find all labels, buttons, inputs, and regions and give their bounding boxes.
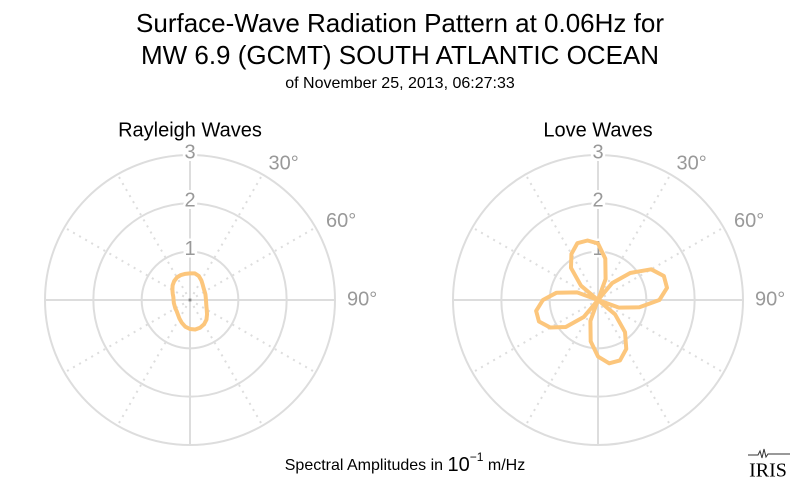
theta-tick-label: 90° bbox=[347, 288, 377, 310]
grid-circle bbox=[140, 250, 240, 350]
subtitle: of November 25, 2013, 06:27:33 bbox=[285, 75, 515, 92]
spoke-line bbox=[597, 299, 672, 427]
spoke-line bbox=[63, 226, 191, 301]
theta-tick-label: 30° bbox=[677, 152, 707, 174]
footer: Spectral Amplitudes in 10−1 m/Hz bbox=[285, 449, 525, 476]
logo: IRIS bbox=[748, 448, 790, 482]
chart-title: Love Waves bbox=[543, 119, 652, 141]
spoke-line bbox=[116, 299, 191, 427]
polar-chart: Rayleigh Waves 30° 60° 90° 1 2 3 bbox=[44, 119, 377, 446]
r-tick-label: 2 bbox=[184, 190, 195, 212]
chart-title: Rayleigh Waves bbox=[118, 119, 262, 141]
spoke-line bbox=[471, 299, 599, 374]
grid-circle bbox=[548, 250, 648, 350]
pattern-line bbox=[170, 271, 210, 332]
grid-circle bbox=[92, 202, 288, 398]
theta-tick-label: 60° bbox=[734, 210, 764, 232]
r-tick-label: 1 bbox=[184, 238, 195, 260]
spoke-line bbox=[597, 226, 725, 301]
theta-tick-label: 90° bbox=[755, 288, 785, 310]
grid-circle bbox=[452, 154, 744, 446]
grid-circle bbox=[44, 154, 336, 446]
pattern-line bbox=[534, 238, 670, 366]
spoke-line bbox=[189, 299, 317, 374]
r-tick-label: 2 bbox=[592, 190, 603, 212]
footer-unit: m/Hz bbox=[488, 457, 525, 474]
spoke-line bbox=[189, 299, 264, 427]
spoke-line bbox=[597, 299, 725, 374]
spoke-line bbox=[524, 173, 599, 301]
spoke-line bbox=[189, 226, 317, 301]
theta-tick-label: 60° bbox=[326, 210, 356, 232]
spoke-line bbox=[471, 226, 599, 301]
spoke-line bbox=[597, 173, 672, 301]
spoke-line bbox=[524, 299, 599, 427]
logo-text: IRIS bbox=[749, 460, 787, 482]
footer-text: Spectral Amplitudes in bbox=[285, 457, 443, 474]
center-dot bbox=[188, 298, 192, 302]
theta-tick-label: 30° bbox=[269, 152, 299, 174]
footer-base: 10 bbox=[448, 454, 470, 476]
title-line: Surface-Wave Radiation Pattern at 0.06Hz… bbox=[136, 8, 664, 38]
spoke-line bbox=[63, 299, 191, 374]
r-tick-label: 3 bbox=[592, 141, 603, 163]
spoke-line bbox=[189, 173, 264, 301]
footer-exponent: −1 bbox=[470, 450, 484, 464]
r-tick-label: 3 bbox=[184, 141, 195, 163]
title-line: MW 6.9 (GCMT) SOUTH ATLANTIC OCEAN bbox=[141, 40, 659, 70]
grid-circle bbox=[500, 202, 696, 398]
spoke-line bbox=[116, 173, 191, 301]
